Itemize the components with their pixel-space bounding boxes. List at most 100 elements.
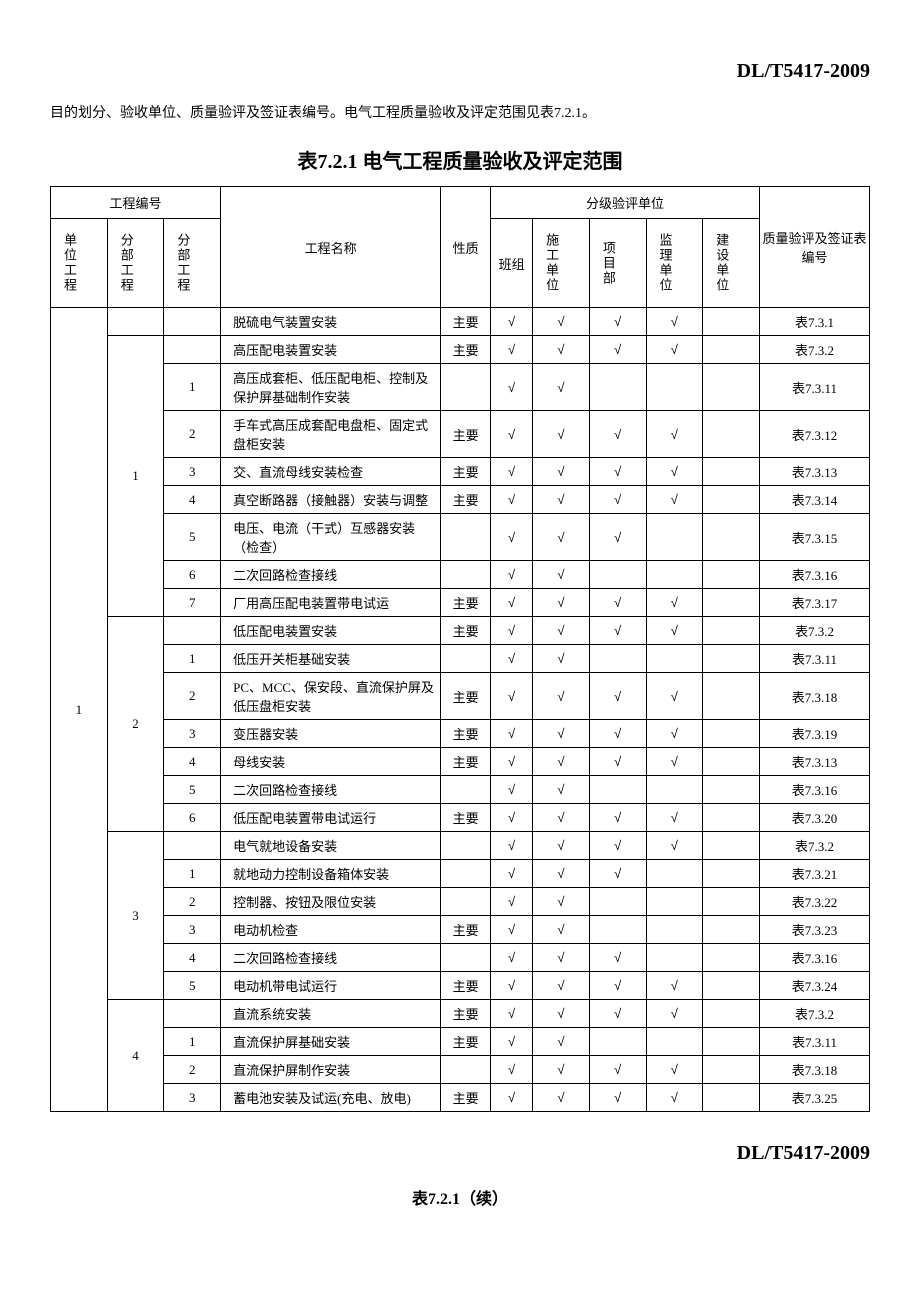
check-cell: √	[589, 944, 646, 972]
check-cell: √	[533, 1028, 590, 1056]
table-row: 3电动机检查主要√√表7.3.23	[51, 916, 870, 944]
check-cell: √	[646, 486, 703, 514]
table-row: 4母线安装主要√√√√表7.3.13	[51, 748, 870, 776]
check-cell: √	[491, 888, 533, 916]
table-row: 5电压、电流（干式）互感器安装（检查）√√√表7.3.15	[51, 514, 870, 561]
doc-code-header: DL/T5417-2009	[50, 60, 870, 83]
ref-cell: 表7.3.23	[760, 916, 870, 944]
div-project-cell: 2	[107, 617, 164, 832]
check-cell: √	[491, 860, 533, 888]
ref-cell: 表7.3.16	[760, 944, 870, 972]
check-cell: √	[646, 1000, 703, 1028]
nature-cell	[441, 514, 491, 561]
check-cell: √	[646, 458, 703, 486]
check-cell: √	[533, 645, 590, 673]
ref-cell: 表7.3.22	[760, 888, 870, 916]
nature-cell: 主要	[441, 916, 491, 944]
check-cell	[703, 832, 760, 860]
check-cell: √	[646, 748, 703, 776]
check-cell	[646, 916, 703, 944]
check-cell: √	[589, 308, 646, 336]
check-cell: √	[491, 308, 533, 336]
check-cell	[703, 1084, 760, 1112]
check-cell: √	[646, 972, 703, 1000]
check-cell	[703, 860, 760, 888]
check-cell: √	[533, 916, 590, 944]
project-name-cell: 二次回路检查接线	[221, 944, 441, 972]
check-cell	[703, 944, 760, 972]
check-cell: √	[491, 411, 533, 458]
ref-cell: 表7.3.12	[760, 411, 870, 458]
col-project-dept: 项目部	[589, 219, 646, 308]
check-cell	[703, 336, 760, 364]
nature-cell: 主要	[441, 617, 491, 645]
check-cell: √	[589, 832, 646, 860]
check-cell: √	[533, 832, 590, 860]
check-cell: √	[491, 364, 533, 411]
col-sub-div-project: 分部工程	[164, 219, 221, 308]
check-cell: √	[589, 514, 646, 561]
sub-div-cell	[164, 617, 221, 645]
table-row: 2PC、MCC、保安段、直流保护屏及低压盘柜安装主要√√√√表7.3.18	[51, 673, 870, 720]
ref-cell: 表7.3.11	[760, 645, 870, 673]
check-cell: √	[491, 1000, 533, 1028]
table-row: 3蓄电池安装及试运(充电、放电)主要√√√√表7.3.25	[51, 1084, 870, 1112]
nature-cell	[441, 364, 491, 411]
sub-div-cell: 6	[164, 561, 221, 589]
check-cell	[703, 673, 760, 720]
check-cell: √	[646, 1056, 703, 1084]
check-cell	[589, 645, 646, 673]
ref-cell: 表7.3.13	[760, 748, 870, 776]
nature-cell	[441, 832, 491, 860]
check-cell	[646, 860, 703, 888]
sub-div-cell: 4	[164, 748, 221, 776]
check-cell	[589, 1028, 646, 1056]
project-name-cell: 蓄电池安装及试运(充电、放电)	[221, 1084, 441, 1112]
ref-cell: 表7.3.1	[760, 308, 870, 336]
check-cell	[703, 1056, 760, 1084]
check-cell: √	[491, 832, 533, 860]
check-cell: √	[533, 336, 590, 364]
nature-cell	[441, 1056, 491, 1084]
check-cell	[589, 776, 646, 804]
check-cell	[703, 589, 760, 617]
check-cell: √	[646, 673, 703, 720]
table-row: 1脱硫电气装置安装主要√√√√表7.3.1	[51, 308, 870, 336]
check-cell: √	[533, 561, 590, 589]
check-cell	[703, 776, 760, 804]
table-row: 5电动机带电试运行主要√√√√表7.3.24	[51, 972, 870, 1000]
table-row: 2低压配电装置安装主要√√√√表7.3.2	[51, 617, 870, 645]
check-cell: √	[491, 720, 533, 748]
nature-cell	[441, 645, 491, 673]
sub-div-cell: 1	[164, 364, 221, 411]
sub-div-cell: 1	[164, 860, 221, 888]
table-row: 7厂用高压配电装置带电试运主要√√√√表7.3.17	[51, 589, 870, 617]
nature-cell: 主要	[441, 486, 491, 514]
check-cell: √	[533, 617, 590, 645]
check-cell: √	[533, 972, 590, 1000]
nature-cell: 主要	[441, 673, 491, 720]
nature-cell: 主要	[441, 589, 491, 617]
check-cell: √	[491, 514, 533, 561]
nature-cell	[441, 561, 491, 589]
sub-div-cell	[164, 1000, 221, 1028]
check-cell: √	[533, 514, 590, 561]
col-construction-unit: 施工单位	[533, 219, 590, 308]
project-name-cell: 直流保护屏基础安装	[221, 1028, 441, 1056]
div-project-cell: 3	[107, 832, 164, 1000]
check-cell: √	[589, 1000, 646, 1028]
ref-cell: 表7.3.2	[760, 617, 870, 645]
table-row: 3交、直流母线安装检查主要√√√√表7.3.13	[51, 458, 870, 486]
check-cell: √	[491, 804, 533, 832]
ref-cell: 表7.3.2	[760, 1000, 870, 1028]
nature-cell: 主要	[441, 458, 491, 486]
project-name-cell: 直流保护屏制作安装	[221, 1056, 441, 1084]
project-name-cell: PC、MCC、保安段、直流保护屏及低压盘柜安装	[221, 673, 441, 720]
check-cell	[646, 561, 703, 589]
check-cell: √	[533, 486, 590, 514]
check-cell	[703, 561, 760, 589]
check-cell: √	[646, 804, 703, 832]
nature-cell	[441, 776, 491, 804]
project-name-cell: 电压、电流（干式）互感器安装（检查）	[221, 514, 441, 561]
check-cell: √	[646, 411, 703, 458]
